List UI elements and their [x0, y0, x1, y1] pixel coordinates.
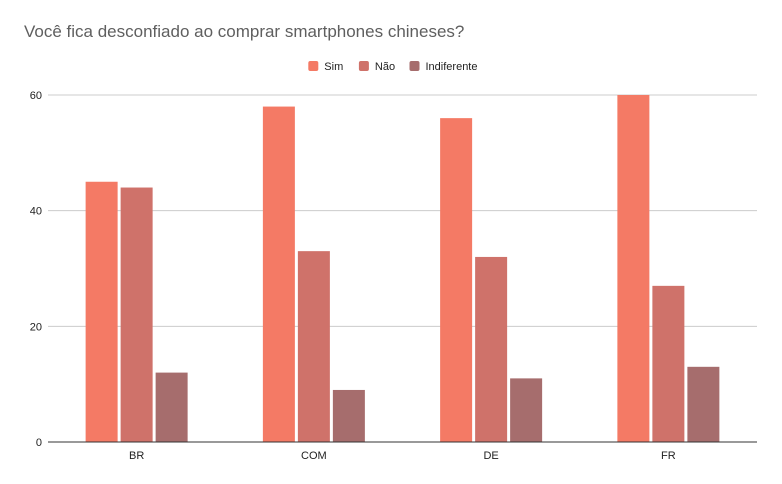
legend-swatch — [358, 61, 369, 71]
y-tick-label: 60 — [30, 90, 42, 102]
bar-n-o-de — [475, 256, 508, 442]
bar-indiferente-de — [510, 378, 543, 442]
bar-indiferente-com — [332, 389, 365, 442]
y-tick-label: 40 — [30, 206, 42, 218]
y-tick-label: 0 — [36, 437, 42, 449]
bar-sim-br — [85, 181, 118, 442]
bar-n-o-br — [120, 187, 153, 442]
y-tick-label: 20 — [30, 321, 42, 333]
bar-indiferente-br — [155, 372, 188, 442]
x-tick-label: COM — [301, 450, 327, 462]
legend-item: Sim — [308, 61, 343, 73]
legend-label: Não — [375, 61, 395, 73]
bar-sim-de — [440, 118, 473, 442]
legend-swatch — [409, 61, 420, 71]
legend-item: Indiferente — [409, 61, 478, 73]
x-tick-label: FR — [661, 450, 676, 462]
legend-label: Indiferente — [426, 61, 478, 73]
legend-swatch — [308, 61, 319, 71]
legend-item: Não — [358, 61, 395, 73]
bar-n-o-com — [297, 251, 330, 442]
bar-indiferente-fr — [687, 366, 720, 442]
bar-n-o-fr — [652, 285, 685, 442]
chart-title: Você fica desconfiado ao comprar smartph… — [24, 22, 465, 41]
x-tick-label: DE — [483, 450, 498, 462]
bar-sim-fr — [617, 95, 650, 442]
legend-label: Sim — [324, 61, 343, 73]
bar-sim-com — [262, 106, 295, 443]
x-tick-label: BR — [129, 450, 144, 462]
